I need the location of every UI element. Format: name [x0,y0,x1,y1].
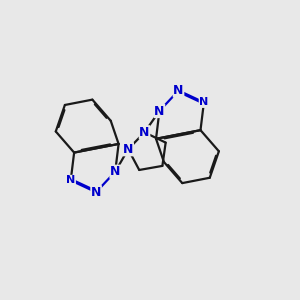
Text: N: N [123,143,134,156]
Text: N: N [91,186,101,199]
Text: N: N [173,84,184,97]
Text: N: N [154,104,165,118]
Text: N: N [199,98,208,107]
Text: N: N [110,165,120,178]
Text: N: N [139,126,150,139]
Text: N: N [66,176,75,185]
